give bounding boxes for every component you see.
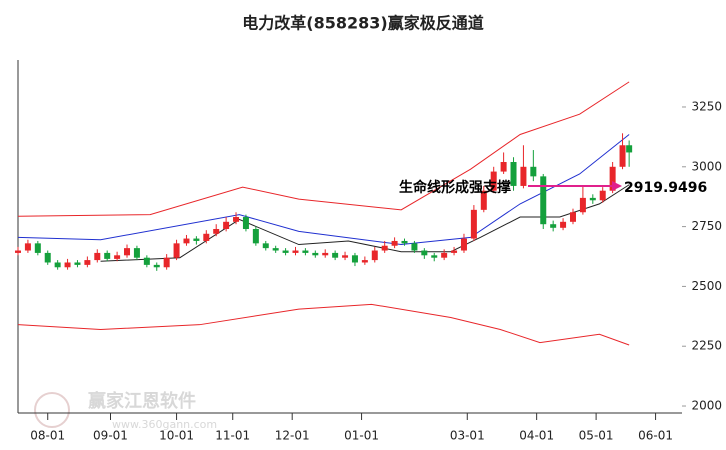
candle-body [550, 224, 557, 228]
candle-body [619, 145, 626, 167]
x-tick-label: 03-01 [450, 429, 485, 443]
candle-body [371, 250, 378, 261]
x-tick-label: 04-01 [519, 429, 554, 443]
x-tick-label: 06-01 [638, 429, 673, 443]
channel-line [100, 184, 630, 262]
chart-title: 电力改革(858283)赢家极反通道 [242, 14, 483, 33]
candle-body [233, 217, 240, 222]
watermark-logo [34, 392, 70, 428]
candle-body [84, 260, 91, 265]
candle-body [460, 238, 467, 251]
candle-body [124, 248, 131, 256]
candle-body [361, 260, 368, 263]
candle-body [322, 252, 329, 256]
candle-body [451, 250, 458, 253]
candle-body [626, 145, 633, 153]
candle-body [24, 243, 31, 251]
candle-body [133, 248, 140, 258]
candle-body [34, 243, 41, 253]
x-tick-label: 08-01 [30, 429, 65, 443]
candle-body [401, 240, 408, 244]
candle-body [411, 243, 418, 251]
support-label: 2919.9496 [624, 180, 707, 196]
candle-body [183, 238, 190, 244]
candle-body [520, 166, 527, 186]
candle-body [441, 252, 448, 258]
candle-body [589, 197, 596, 201]
candle-body [292, 250, 299, 253]
candle-body [15, 250, 21, 253]
candle-body [143, 257, 150, 265]
y-tick-label: 2250 [691, 339, 722, 353]
candle-body [530, 166, 537, 177]
candle-body [421, 250, 428, 256]
candle-body [44, 252, 51, 263]
candle-body [104, 252, 111, 259]
candle-body [64, 262, 71, 268]
candle-body [252, 228, 259, 244]
candle-body [262, 243, 269, 249]
x-tick-label: 05-01 [579, 429, 614, 443]
candle-body [153, 264, 160, 268]
candle-body [242, 217, 249, 229]
candle-body [470, 209, 477, 239]
candle-body [74, 262, 81, 265]
candle-body [213, 228, 220, 234]
y-tick-label: 3000 [691, 159, 722, 173]
channel-line [17, 134, 630, 246]
x-tick-label: 10-01 [159, 429, 194, 443]
candle-body [609, 166, 616, 191]
candle-body [223, 221, 230, 229]
candle-body [500, 162, 507, 172]
candle-body [302, 250, 309, 253]
arrow-head [612, 180, 622, 191]
candle-body [332, 252, 339, 258]
candle-body [54, 262, 61, 268]
candle-body [391, 240, 398, 246]
candle-body [510, 162, 517, 186]
candle-body [163, 257, 170, 268]
candle-body [193, 238, 200, 241]
candle-body [381, 245, 388, 251]
y-tick-label: 2500 [691, 279, 722, 293]
candle-body [282, 250, 289, 253]
candle-body [114, 255, 121, 259]
candle-body [173, 243, 180, 258]
x-tick-label: 01-01 [344, 429, 379, 443]
candle-body [599, 190, 606, 201]
x-tick-label: 12-01 [275, 429, 310, 443]
channel-line [17, 303, 630, 346]
watermark: 赢家江恩软件 [88, 390, 196, 412]
candle-body [342, 255, 349, 258]
watermark-url: www.360gann.com [112, 418, 217, 431]
candle-body [540, 176, 547, 225]
y-tick-label: 2750 [691, 219, 722, 233]
x-tick-label: 11-01 [215, 429, 250, 443]
y-tick-label: 2000 [691, 399, 722, 413]
candle-body [560, 221, 567, 228]
candle-body [431, 255, 438, 258]
y-tick-label: 3250 [691, 99, 722, 113]
x-tick-label: 09-01 [93, 429, 128, 443]
annotation: 生命线形成强支撑 [399, 179, 511, 196]
candle-body [480, 190, 487, 210]
candle-body [203, 233, 210, 241]
candle-body [312, 252, 319, 256]
candle-body [351, 255, 358, 263]
candle-body [569, 212, 576, 222]
channel-line [17, 81, 630, 217]
candle-body [94, 252, 101, 261]
candle-body [490, 171, 497, 191]
candle-body [579, 197, 586, 213]
candle-body [272, 248, 279, 251]
